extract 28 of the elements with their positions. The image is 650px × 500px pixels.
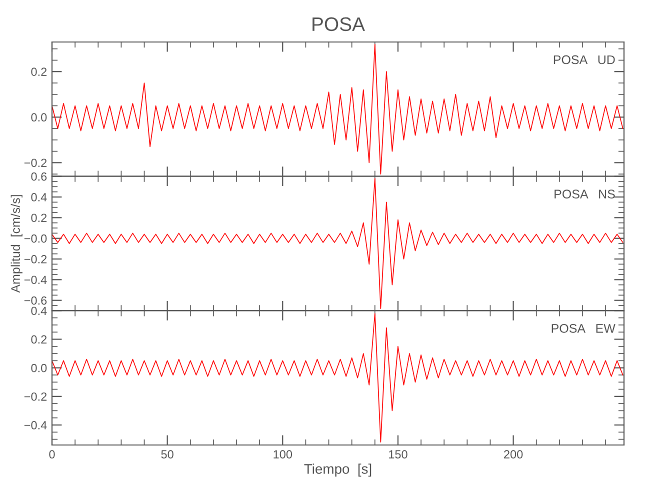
x-tick-label: 0 <box>49 450 55 459</box>
y-tick-label: −0.0 <box>24 234 47 243</box>
y-tick-label: 0.4 <box>31 306 47 316</box>
line-series <box>52 313 624 443</box>
line-series <box>52 44 624 174</box>
annotation: POSA NS <box>554 190 615 198</box>
y-tick-label: 0.6 <box>31 172 47 181</box>
x-tick-label: 200 <box>504 450 523 459</box>
x-tick-label: 50 <box>161 450 174 459</box>
x-tick-label: 150 <box>389 450 408 459</box>
annotation: POSA EW <box>552 324 616 333</box>
y-tick-label: 0.2 <box>31 214 47 222</box>
annotation: POSA UD <box>554 55 615 64</box>
y-tick-label: 0.0 <box>31 113 47 122</box>
y-tick-label: 0.2 <box>31 68 47 76</box>
y-tick-label: −0.2 <box>24 158 47 168</box>
y-tick-label: −0.2 <box>24 255 47 264</box>
chart-title: POSA <box>312 17 365 32</box>
y-tick-label: −0.4 <box>24 276 47 284</box>
y-tick-label: 0.0 <box>31 364 47 372</box>
y-axis-title: Amplitud [cm/s/s] <box>10 195 22 293</box>
y-tick-label: −0.6 <box>24 296 47 305</box>
x-axis-title: Tiempo [s] <box>304 464 372 477</box>
y-tick-label: 0.2 <box>31 335 47 344</box>
x-tick-label: 100 <box>274 450 292 459</box>
y-tick-label: −0.4 <box>24 421 47 430</box>
y-tick-label: 0.4 <box>31 193 47 202</box>
y-tick-label: −0.2 <box>24 392 47 401</box>
